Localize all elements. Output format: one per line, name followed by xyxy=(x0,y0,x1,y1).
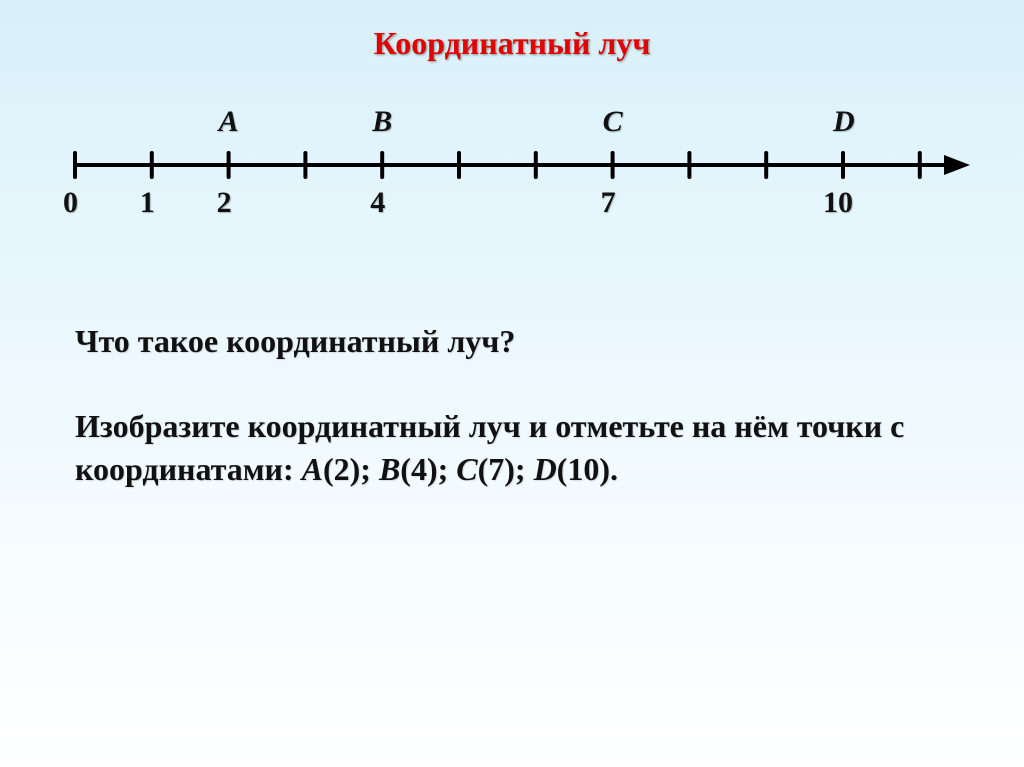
tick-label-7: 7 xyxy=(601,186,616,220)
tick-label-1: 1 xyxy=(140,186,155,220)
question-text: Что такое координатный луч? xyxy=(75,320,515,363)
task-text: Изобразите координатный луч и отметьте н… xyxy=(75,405,955,491)
point-label-D: D xyxy=(833,105,855,139)
point-label-C: C xyxy=(603,105,623,139)
point-label-B: B xyxy=(372,105,392,139)
tick-label-2: 2 xyxy=(217,186,232,220)
number-line xyxy=(0,0,1024,260)
tick-label-10: 10 xyxy=(823,186,853,220)
point-label-A: A xyxy=(219,105,239,139)
tick-label-0: 0 xyxy=(63,186,78,220)
tick-label-4: 4 xyxy=(370,186,385,220)
